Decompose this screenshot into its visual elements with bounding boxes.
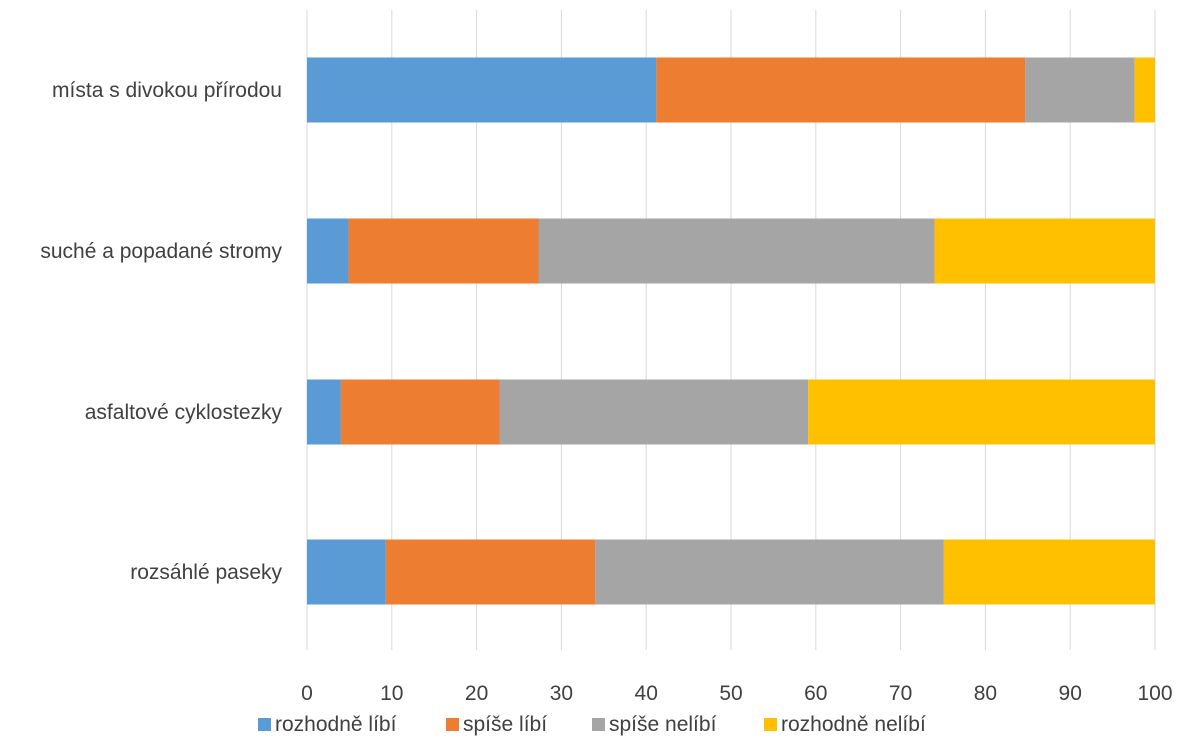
x-tick-label: 40 [635, 682, 658, 705]
bar-segment [538, 218, 935, 284]
bar-segment [348, 218, 539, 284]
legend-label: rozhodně nelíbí [781, 713, 926, 736]
bar-segment [943, 539, 1155, 605]
category-label: místa s divokou přírodou [52, 79, 282, 102]
bar-segment [656, 57, 1026, 123]
legend-label: rozhodně líbí [275, 713, 397, 736]
bar-segment [340, 379, 500, 445]
x-tick-label: 0 [301, 682, 313, 705]
x-tick-label: 20 [465, 682, 488, 705]
x-tick-label: 10 [380, 682, 403, 705]
bar-segment [307, 57, 657, 123]
bar-segment [1025, 57, 1135, 123]
x-tick-label: 90 [1059, 682, 1082, 705]
legend-swatch [446, 718, 459, 731]
legend-label: spíše nelíbí [609, 713, 717, 736]
x-tick-label: 100 [1137, 682, 1172, 705]
legend-swatch [592, 718, 605, 731]
bar-segment [307, 218, 349, 284]
bar-segment [934, 218, 1155, 284]
bar-segment [595, 539, 944, 605]
legend-label: spíše líbí [463, 713, 547, 736]
x-tick-label: 50 [719, 682, 742, 705]
category-label: rozsáhlé paseky [130, 561, 282, 584]
bar-segment [307, 539, 386, 605]
bar-segment [307, 379, 341, 445]
bar-segment [1134, 57, 1155, 123]
category-label: asfaltové cyklostezky [85, 401, 283, 424]
bar-segment [385, 539, 596, 605]
x-tick-label: 70 [889, 682, 912, 705]
bar-segment [499, 379, 809, 445]
legend-swatch [764, 718, 777, 731]
category-label: suché a popadané stromy [40, 240, 282, 263]
x-tick-label: 60 [804, 682, 827, 705]
x-tick-label: 30 [550, 682, 573, 705]
legend-swatch [258, 718, 271, 731]
bar-segment [808, 379, 1155, 445]
x-tick-label: 80 [974, 682, 997, 705]
